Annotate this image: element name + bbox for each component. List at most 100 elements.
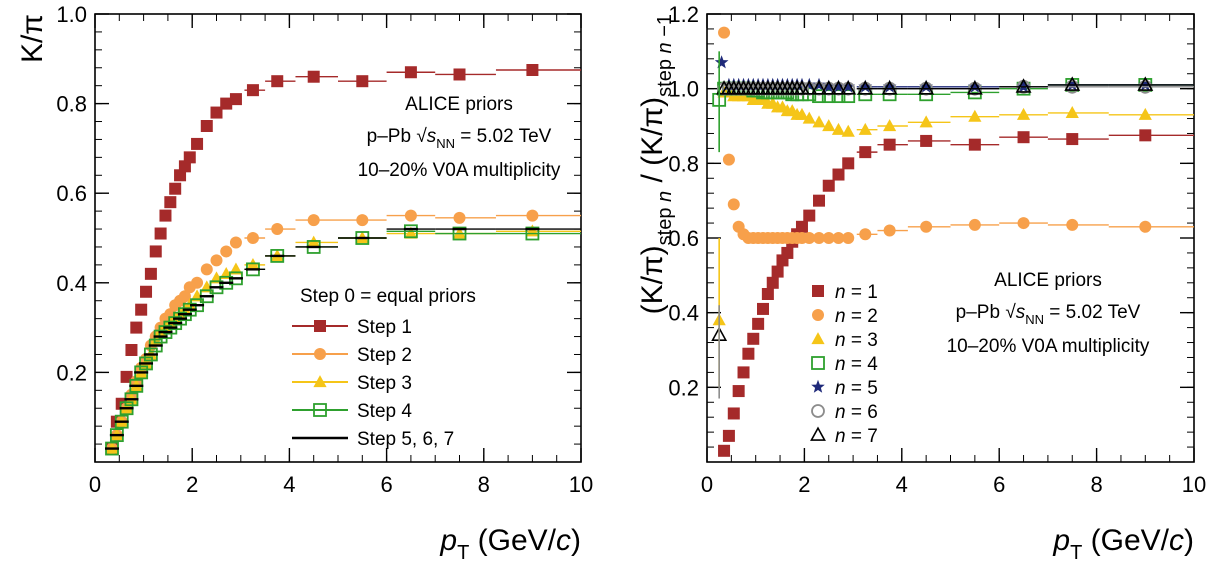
y-tick-label: 1.0 [56,2,87,27]
data-point [842,232,854,244]
data-point [308,214,320,226]
y-tick-label: 0.8 [668,151,699,176]
legend-label: Step 3 [357,373,412,394]
data-layer [105,64,581,455]
data-point [920,135,932,147]
data-point [723,430,735,442]
data-layer [713,27,1194,457]
legend-header: Step 0 = equal priors [300,286,476,307]
data-point [920,115,933,127]
legend-label: n = 5 [835,378,878,399]
data-point [1066,106,1079,118]
series-n-3 [713,86,1194,326]
y-tick-label: 0.4 [56,271,87,296]
data-point [271,75,283,87]
data-point [859,123,872,135]
legend-marker [811,380,825,393]
x-tick-label: 6 [380,472,392,497]
data-point [155,228,167,240]
data-point [184,151,196,163]
series-n-1 [718,129,1194,456]
annotation-line: ALICE priors [405,94,513,115]
data-point [271,223,283,235]
data-point [526,64,538,76]
data-point [832,169,844,181]
data-point [125,344,137,356]
data-point [884,139,896,151]
annotation-line: 10–20% V0A multiplicity [947,336,1150,357]
legend-label: Step 5, 6, 7 [357,429,454,450]
data-point [191,277,203,289]
data-point [1066,133,1078,145]
data-point [842,125,855,137]
data-point [1018,217,1030,229]
data-point [757,303,769,315]
data-point [728,198,740,210]
data-point [747,333,759,345]
data-point [718,445,730,457]
data-point [145,268,157,280]
data-point [772,266,784,278]
data-point [164,196,176,208]
legend-marker [812,357,824,369]
data-point [308,71,320,83]
data-point [150,245,162,257]
legend-label: n = 3 [835,330,878,351]
x-tick-label: 0 [701,472,713,497]
data-point [526,224,539,236]
legend: n = 1n = 2n = 3n = 4n = 5n = 6n = 7 [811,282,878,447]
data-point [1139,129,1151,141]
data-point [718,27,730,39]
data-point [742,348,754,360]
legend: Step 0 = equal priors Step 1 Step 2 Step 3 S… [292,286,476,450]
y-tick-label: 0.2 [56,360,87,385]
data-point [728,407,740,419]
data-point [968,110,981,122]
annotation-block: ALICE priors p–Pb √sNN = 5.02 TeV 10–20% V… [947,270,1150,357]
data-point [813,195,825,207]
data-point [405,210,417,222]
data-point [405,66,417,78]
series-step-4 [106,225,581,454]
legend-label: Step 1 [357,317,412,338]
x-axis-title: pT (GeV/c) [1052,524,1194,563]
data-point [1066,219,1078,231]
x-tick-label: 2 [798,472,810,497]
right-panel: 0 2 4 6 8 10 0.2 0.4 0.6 0.8 1.0 1.2 pT (GeV/c) (K/π)… [636,2,1206,563]
data-point [1018,131,1030,143]
legend-label: n = 6 [835,402,878,423]
data-point [356,75,368,87]
data-point [823,180,835,192]
data-point [803,210,815,222]
x-tick-label: 2 [186,472,198,497]
annotation-line: p–Pb √sNN = 5.02 TeV [956,302,1141,327]
series-step-5-6-7 [105,229,581,449]
data-point [762,288,774,300]
data-point [230,93,242,105]
legend-marker [811,332,824,344]
data-point [781,247,793,259]
annotation-block: ALICE priors p–Pb √sNN = 5.02 TeV 10–20% V… [358,94,561,181]
legend-marker [812,405,824,417]
legend-label: n = 7 [835,426,878,447]
data-point [723,154,735,166]
data-point [247,232,259,244]
data-point [1017,108,1030,120]
data-point [752,318,764,330]
data-point [201,120,213,132]
legend-marker [314,348,326,360]
legend-label: n = 1 [835,282,878,303]
data-point [1139,108,1152,120]
data-point [842,157,854,169]
x-tick-label: 10 [1182,472,1206,497]
data-point [733,385,745,397]
annotation-line: p–Pb √sNN = 5.02 TeV [367,126,552,151]
data-point [201,263,213,275]
data-point [884,225,896,237]
data-point [454,212,466,224]
annotation-line: 10–20% V0A multiplicity [358,160,561,181]
x-tick-label: 8 [1090,472,1102,497]
x-axis-title: pT (GeV/c) [439,524,581,563]
series-step-3 [105,224,581,453]
